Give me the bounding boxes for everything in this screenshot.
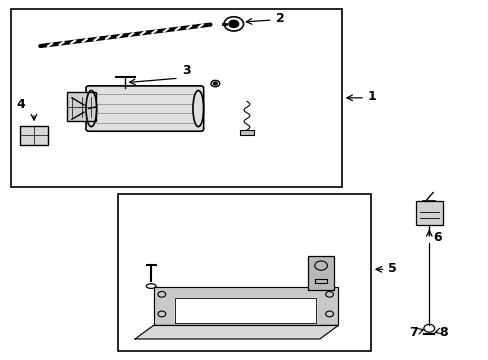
Bar	[307, 256, 334, 290]
Bar	[240, 130, 253, 135]
Text: 5: 5	[387, 262, 396, 275]
Text: 6: 6	[432, 231, 441, 244]
Bar	[415, 202, 442, 225]
Bar	[67, 93, 96, 121]
Text: 1: 1	[367, 90, 375, 103]
Text: 8: 8	[439, 327, 447, 339]
Polygon shape	[175, 298, 316, 323]
FancyBboxPatch shape	[86, 86, 203, 131]
Polygon shape	[135, 325, 338, 339]
Text: 4: 4	[17, 98, 25, 111]
Bar	[20, 126, 48, 145]
Circle shape	[213, 82, 217, 85]
Text: 3: 3	[182, 64, 190, 77]
Text: 7: 7	[408, 327, 417, 339]
Bar	[118, 194, 370, 351]
Bar	[11, 9, 341, 187]
Text: 2: 2	[276, 12, 285, 25]
Circle shape	[228, 20, 238, 27]
Polygon shape	[153, 287, 338, 325]
